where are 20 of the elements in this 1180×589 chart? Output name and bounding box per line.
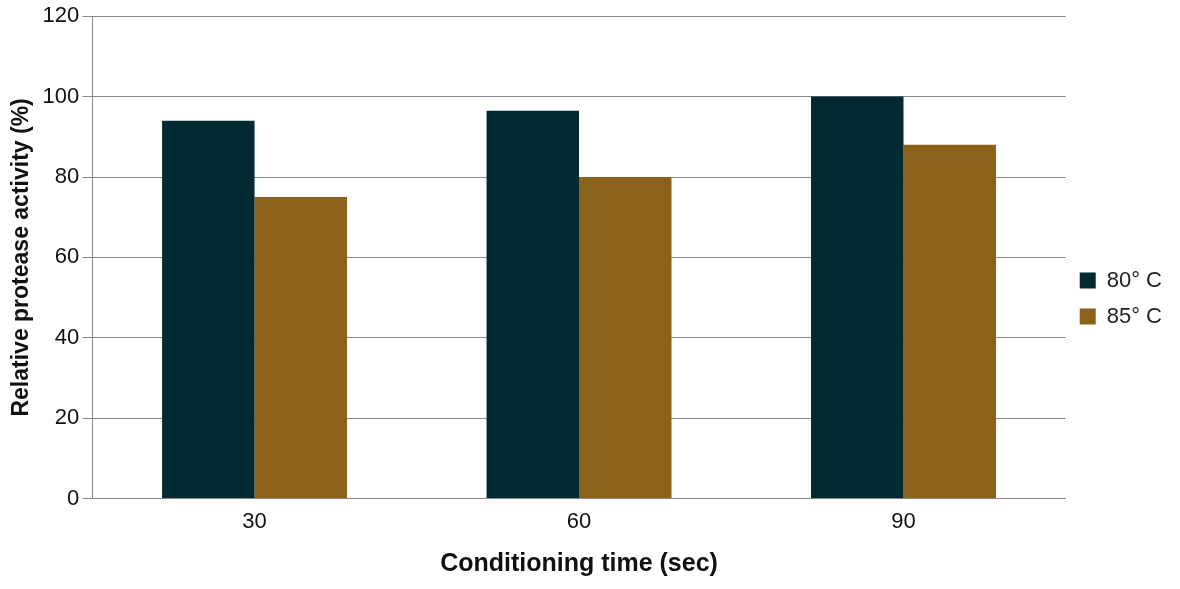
x-tick-label: 30: [242, 507, 267, 533]
bar: [486, 110, 580, 499]
y-tick-label: 100: [42, 82, 80, 108]
legend-label: 85° C: [1106, 302, 1163, 328]
x-tick-label: 90: [891, 507, 916, 533]
y-tick-label: 40: [54, 323, 80, 349]
y-tick-label: 20: [54, 404, 80, 430]
legend-label: 80° C: [1106, 266, 1163, 292]
y-tick-label: 80: [54, 163, 80, 189]
y-tick-label: 0: [67, 484, 80, 510]
y-axis-title: Relative protease activity (%): [7, 98, 34, 417]
bar: [254, 197, 348, 499]
x-tick-label: 60: [566, 507, 592, 533]
bar: [579, 177, 672, 499]
y-tick-label: 60: [54, 243, 80, 269]
bar: [811, 96, 904, 499]
bar: [162, 120, 255, 499]
x-axis-title: Conditioning time (sec): [440, 547, 718, 576]
y-tick-label: 120: [42, 2, 80, 28]
bar: [903, 144, 996, 499]
